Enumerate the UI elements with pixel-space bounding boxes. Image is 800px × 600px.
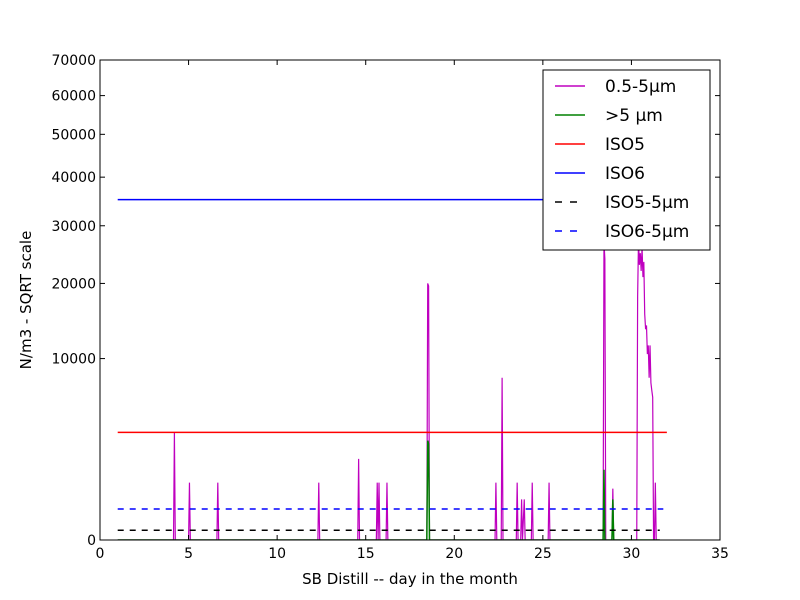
legend-label-4: ISO5-5µm — [605, 193, 689, 213]
series-line-0 — [117, 239, 660, 540]
legend-label-5: ISO6-5µm — [605, 222, 689, 242]
x-tick-label-5: 25 — [534, 546, 552, 562]
y-tick-label-1: 10000 — [51, 352, 96, 368]
y-tick-label-0: 0 — [87, 533, 96, 549]
x-tick-label-6: 30 — [623, 546, 641, 562]
y-tick-label-7: 70000 — [51, 53, 96, 69]
y-tick-label-3: 30000 — [51, 219, 96, 235]
y-tick-label-4: 40000 — [51, 170, 96, 186]
legend-label-1: >5 µm — [605, 106, 663, 126]
x-tick-label-1: 5 — [184, 546, 193, 562]
legend: 0.5-5µm >5 µm ISO5 ISO6 ISO5-5µm ISO6-5µm — [542, 69, 711, 251]
plot-frame — [99, 59, 721, 541]
x-tick-label-4: 20 — [445, 546, 463, 562]
y-axis-label: N/m3 - SQRT scale — [17, 231, 35, 370]
legend-label-0: 0.5-5µm — [605, 77, 676, 97]
legend-label-2: ISO5 — [605, 135, 645, 155]
x-tick-label-3: 15 — [357, 546, 375, 562]
legend-label-3: ISO6 — [605, 164, 645, 184]
x-tick-label-2: 10 — [268, 546, 286, 562]
x-axis-label: SB Distill -- day in the month — [302, 570, 518, 588]
x-tick-label-0: 0 — [96, 546, 105, 562]
ticks-layer: 0 5 10 15 20 25 30 35 0 10000 20000 30000 40000 50000… — [51, 53, 728, 562]
y-tick-label-5: 50000 — [51, 127, 96, 143]
legend-box — [542, 69, 711, 251]
x-tick-label-7: 35 — [711, 546, 729, 562]
y-tick-label-2: 20000 — [51, 276, 96, 292]
series-line-1 — [117, 440, 660, 540]
y-tick-label-6: 60000 — [51, 89, 96, 105]
